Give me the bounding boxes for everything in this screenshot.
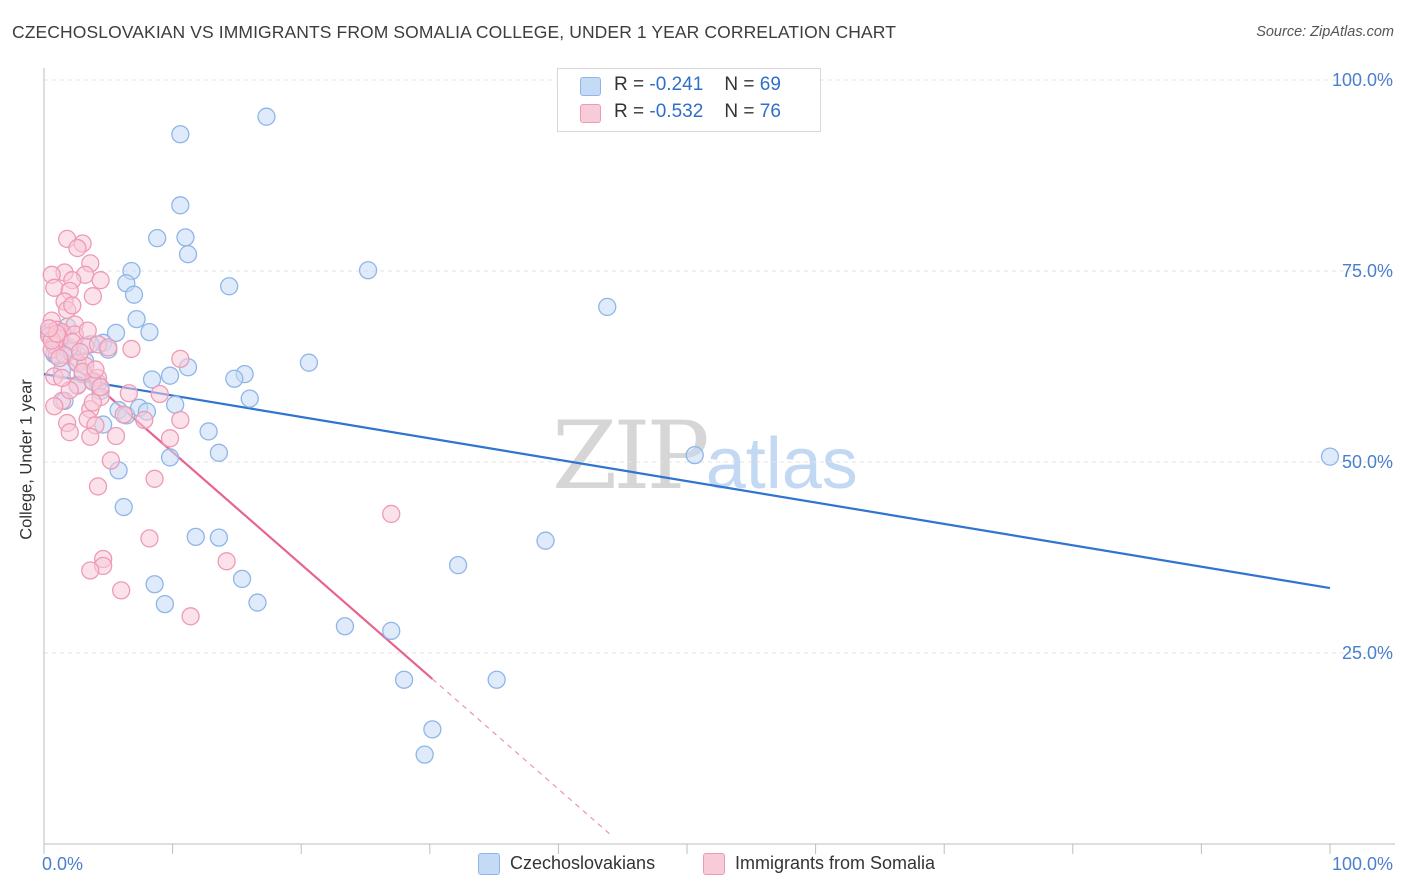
y-tick-label: 75.0% (1342, 261, 1393, 281)
point-somalia-11 (83, 287, 103, 306)
point-czechoslovakian-56 (248, 593, 267, 612)
bottom-legend-swatch-blue (478, 853, 500, 875)
point-czechoslovakian-23 (299, 353, 319, 372)
point-czechoslovakian-54 (232, 569, 252, 589)
point-czechoslovakian-60 (394, 670, 414, 689)
point-somalia-43 (171, 410, 190, 430)
point-somalia-70 (78, 321, 97, 340)
point-somalia-53 (382, 504, 401, 524)
data-points (39, 107, 1340, 764)
point-somalia-25 (122, 339, 141, 359)
point-somalia-75 (119, 384, 139, 403)
point-czechoslovakian-42 (166, 395, 185, 414)
point-czechoslovakian-64 (1320, 447, 1340, 466)
point-somalia-54 (140, 529, 159, 548)
point-somalia-52 (88, 477, 108, 496)
point-somalia-58 (81, 561, 100, 580)
bottom-legend-label: Czechoslovakians (510, 853, 656, 873)
point-somalia-74 (83, 393, 103, 412)
trend-line-somalia-extension (431, 678, 611, 835)
point-czechoslovakian-45 (209, 443, 229, 462)
point-czechoslovakian-4 (148, 228, 167, 248)
point-somalia-61 (91, 377, 110, 397)
trend-line-czechoslovakians (43, 373, 1331, 590)
point-czechoslovakian-0 (257, 107, 276, 126)
axes (43, 68, 1395, 854)
point-somalia-42 (135, 410, 154, 430)
legend-swatch-pink (580, 104, 601, 123)
point-somalia-28 (171, 349, 190, 369)
point-czechoslovakian-52 (209, 528, 229, 547)
legend-stats-somalia: R = -0.532 N = 76 (614, 101, 781, 122)
point-czechoslovakian-62 (423, 720, 442, 739)
source-credit: Source: ZipAtlas.com (1256, 24, 1394, 40)
point-czechoslovakian-9 (220, 277, 239, 296)
y-tick-label: 25.0% (1342, 643, 1393, 663)
point-czechoslovakian-49 (114, 497, 133, 517)
bottom-legend-swatch-pink (703, 853, 725, 875)
point-somalia-71 (63, 296, 82, 315)
x-tick-label-min: 0.0% (42, 854, 83, 874)
point-czechoslovakian-59 (382, 621, 401, 640)
point-czechoslovakian-14 (140, 322, 159, 342)
point-czechoslovakian-12 (127, 309, 146, 329)
trend-lines (43, 338, 1331, 835)
point-somalia-73 (52, 368, 72, 388)
point-somalia-38 (45, 397, 64, 416)
point-somalia-60 (181, 607, 200, 626)
point-somalia-56 (217, 552, 236, 571)
legend-stats-czechoslovakians: R = -0.241 N = 69 (614, 74, 781, 95)
point-czechoslovakian-5 (178, 245, 198, 264)
point-czechoslovakian-46 (160, 448, 180, 467)
point-somalia-49 (160, 429, 180, 448)
point-czechoslovakian-47 (685, 445, 704, 465)
point-somalia-48 (81, 427, 100, 446)
point-czechoslovakian-3 (176, 228, 195, 247)
point-czechoslovakian-61 (487, 670, 506, 689)
point-czechoslovakian-31 (225, 369, 244, 388)
point-somalia-50 (101, 451, 121, 470)
point-czechoslovakian-50 (536, 531, 555, 550)
point-czechoslovakian-55 (145, 575, 164, 594)
point-somalia-35 (150, 384, 169, 404)
y-axis-label: College, Under 1 year (17, 379, 36, 540)
tick-labels: 25.0% 50.0% 75.0% 100.0% 0.0% 100.0% (42, 70, 1393, 874)
y-tick-label: 50.0% (1342, 452, 1393, 472)
legend-swatch-blue (580, 77, 601, 96)
point-czechoslovakian-6 (358, 261, 378, 280)
point-czechoslovakian-15 (106, 323, 126, 343)
point-somalia-63 (50, 348, 69, 368)
point-somalia-40 (114, 405, 133, 424)
point-somalia-47 (106, 426, 126, 446)
point-czechoslovakian-1 (171, 125, 190, 144)
chart-title: CZECHOSLOVAKIAN VS IMMIGRANTS FROM SOMAL… (12, 22, 897, 42)
bottom-legend-label: Immigrants from Somalia (735, 853, 936, 873)
point-czechoslovakian-43 (199, 422, 218, 441)
point-somalia-72 (39, 319, 59, 338)
point-czechoslovakian-58 (335, 617, 355, 636)
point-czechoslovakian-28 (160, 366, 180, 385)
point-czechoslovakian-10 (124, 285, 144, 304)
correlation-legend: R = -0.241 N = 69 R = -0.532 N = 76 (557, 68, 821, 132)
point-czechoslovakian-36 (240, 389, 259, 408)
point-czechoslovakian-51 (186, 527, 205, 547)
y-tick-label: 100.0% (1332, 70, 1393, 90)
point-somalia-59 (112, 581, 131, 600)
point-somalia-46 (60, 423, 79, 442)
point-czechoslovakian-30 (142, 370, 162, 389)
point-somalia-2 (68, 238, 87, 258)
point-somalia-8 (91, 271, 110, 290)
point-somalia-68 (70, 342, 90, 362)
point-czechoslovakian-2 (171, 196, 190, 215)
point-somalia-69 (86, 360, 105, 379)
point-somalia-64 (99, 338, 118, 357)
point-czechoslovakian-57 (155, 594, 175, 614)
point-czechoslovakian-11 (598, 297, 617, 317)
point-somalia-51 (145, 469, 164, 488)
x-tick-label-max: 100.0% (1332, 854, 1393, 874)
point-czechoslovakian-53 (448, 555, 468, 575)
point-czechoslovakian-63 (415, 745, 434, 764)
